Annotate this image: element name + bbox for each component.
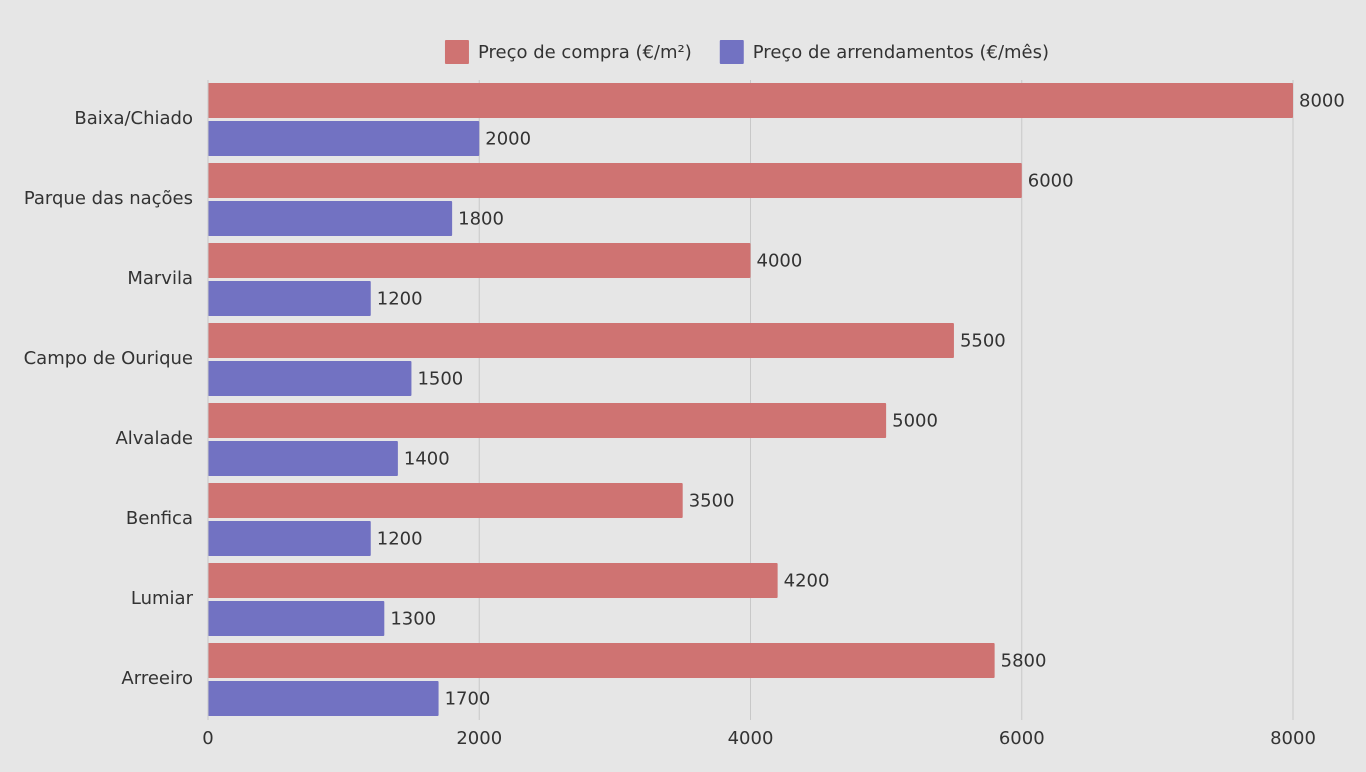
category-label: Lumiar [131, 588, 194, 609]
data-label: 5000 [892, 411, 938, 432]
bar-purchase [208, 483, 683, 518]
data-label: 1500 [417, 369, 463, 390]
data-label: 1800 [458, 209, 504, 230]
bar-rent [208, 681, 439, 716]
data-labels-layer: 8000 2000 6000 1800 4000 1200 5500 1500 5000 1400… [377, 91, 1345, 710]
bar-rent [208, 201, 453, 236]
category-label: Benfica [126, 508, 193, 529]
bar-purchase [208, 243, 751, 278]
axis-layer: 0 2000 4000 6000 8000 Baixa/Chiado Parque das … [24, 80, 1316, 749]
bar-purchase [208, 323, 954, 358]
bar-rent [208, 521, 371, 556]
bar-purchase [208, 83, 1293, 118]
data-label: 6000 [1028, 171, 1074, 192]
category-label: Baixa/Chiado [74, 108, 193, 129]
data-label: 1300 [390, 609, 436, 630]
legend-label: Preço de compra (€/m²) [478, 42, 692, 63]
category-label: Marvila [127, 268, 193, 289]
bar-purchase [208, 643, 995, 678]
legend-swatch [444, 40, 469, 64]
legend-label: Preço de arrendamentos (€/mês) [753, 42, 1049, 63]
data-label: 1200 [377, 529, 423, 550]
legend-item: Preço de arrendamentos (€/mês) [719, 40, 1049, 64]
data-label: 1700 [445, 689, 491, 710]
x-tick-label: 8000 [1270, 728, 1316, 749]
bars-layer [208, 83, 1293, 716]
x-tick-label: 4000 [728, 728, 774, 749]
bar-rent [208, 441, 398, 476]
bar-purchase [208, 403, 887, 438]
bar-rent [208, 281, 371, 316]
data-label: 2000 [485, 129, 531, 150]
legend-item: Preço de compra (€/m²) [444, 40, 692, 64]
bar-purchase [208, 563, 778, 598]
data-label: 3500 [689, 491, 735, 512]
bar-purchase [208, 163, 1022, 198]
legend: Preço de compra (€/m²) Preço de arrendame… [444, 40, 1049, 64]
data-label: 1400 [404, 449, 450, 470]
bar-rent [208, 361, 412, 396]
x-tick-label: 2000 [456, 728, 502, 749]
bar-rent [208, 121, 480, 156]
data-label: 5500 [960, 331, 1006, 352]
bar-rent [208, 601, 385, 636]
data-label: 8000 [1299, 91, 1345, 112]
data-label: 4000 [757, 251, 803, 272]
x-tick-label: 0 [202, 728, 213, 749]
x-tick-label: 6000 [999, 728, 1045, 749]
category-label: Campo de Ourique [24, 348, 193, 369]
category-label: Parque das nações [24, 188, 193, 209]
legend-swatch [719, 40, 744, 64]
data-label: 5800 [1001, 651, 1047, 672]
data-label: 4200 [784, 571, 830, 592]
category-label: Arreeiro [121, 668, 193, 689]
category-label: Alvalade [115, 428, 193, 449]
data-label: 1200 [377, 289, 423, 310]
